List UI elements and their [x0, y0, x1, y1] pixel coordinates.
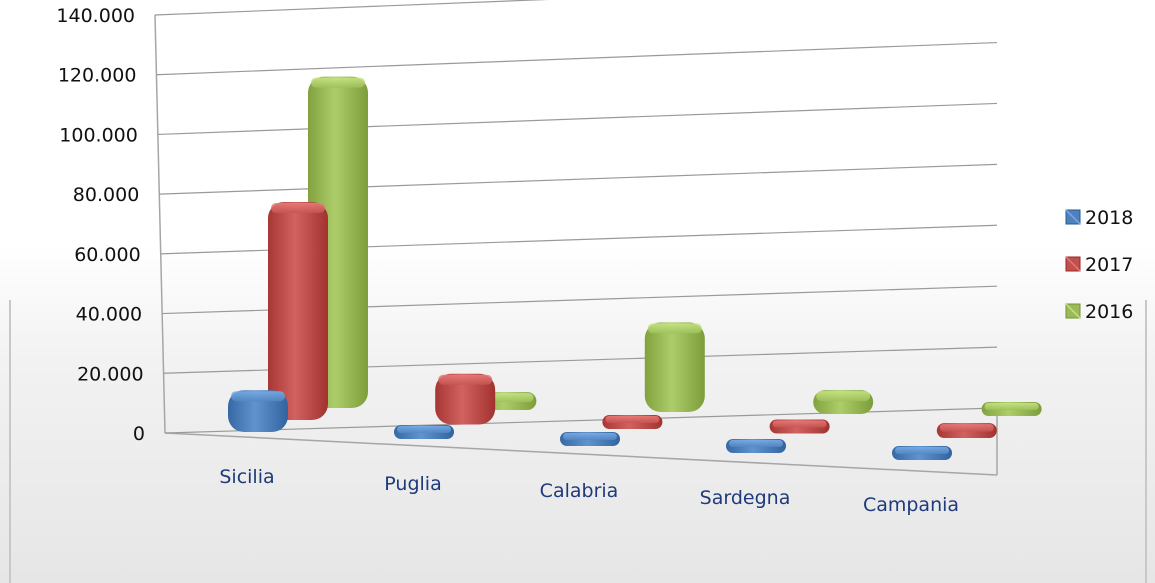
labels-layer: Sicilia Puglia Calabria Sardegna Campania: [219, 466, 959, 516]
bar-2017-campania: [936, 423, 997, 438]
x-tick-label: Campania: [863, 494, 959, 516]
bar-2018-sicilia: [228, 390, 288, 432]
y-tick-label: 140.000: [56, 5, 135, 27]
legend-label: 2016: [1085, 301, 1133, 323]
bar-2017-sicilia: [268, 202, 328, 420]
gridline: [154, 0, 549, 16]
bars-layer: [228, 76, 1042, 460]
bar-2017-sardegna: [769, 419, 830, 434]
bar-2017-puglia: [435, 373, 496, 425]
y-tick-label: 80.000: [73, 184, 139, 206]
legend: 2018 2017 2016: [1065, 207, 1133, 323]
legend-label: 2018: [1085, 207, 1133, 229]
y-tick-label: 0: [133, 423, 145, 445]
x-tick-label: Calabria: [540, 480, 619, 502]
bar-2018-sardegna: [726, 439, 786, 453]
legend-item-2016: 2016: [1065, 301, 1133, 323]
y-tick-label: 20.000: [77, 363, 143, 385]
bar-2016-campania: [981, 402, 1042, 416]
legend-item-2018: 2018: [1065, 207, 1133, 229]
y-axis-line: [154, 14, 166, 434]
bar-2018-puglia: [394, 425, 454, 439]
bar-body: [644, 322, 705, 412]
bar-2016-calabria: [644, 322, 705, 412]
x-tick-label: Sicilia: [219, 466, 274, 488]
gridline: [156, 41, 998, 76]
floor-front-edge: [164, 432, 998, 476]
gridline: [159, 163, 998, 195]
gridline: [157, 102, 998, 136]
y-tick-label: 100.000: [59, 124, 138, 146]
bar-2018-calabria: [560, 432, 620, 446]
legend-item-2017: 2017: [1065, 254, 1133, 276]
y-tick-label: 120.000: [58, 65, 137, 87]
bar-2018-campania: [892, 446, 952, 460]
legend-label: 2017: [1085, 254, 1133, 276]
y-tick-label: 60.000: [74, 244, 140, 266]
x-tick-label: Puglia: [384, 473, 441, 495]
bar-2017-calabria: [602, 415, 663, 429]
bar-body: [268, 202, 328, 420]
bar-2016-sardegna: [813, 390, 874, 414]
bar-body: [435, 373, 496, 425]
y-tick-label: 40.000: [76, 304, 142, 326]
x-tick-label: Sardegna: [700, 487, 791, 509]
